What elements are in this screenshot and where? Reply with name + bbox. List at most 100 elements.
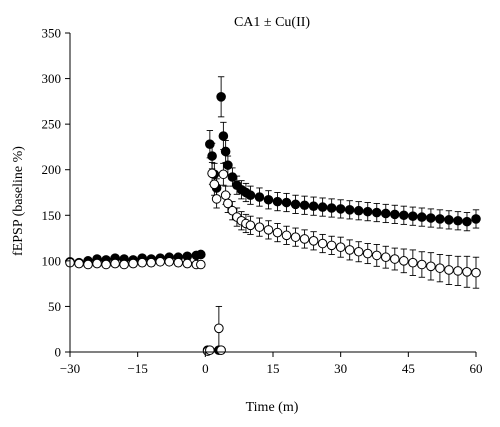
data-point-open — [254, 222, 265, 232]
data-point-filled — [362, 206, 373, 217]
data-point-open — [426, 261, 436, 272]
x-tick-label: 45 — [402, 361, 415, 376]
data-point-open — [408, 257, 418, 268]
data-point-open — [317, 238, 328, 249]
data-point-open — [216, 345, 226, 355]
data-point-open — [92, 258, 102, 269]
axes: 0 50 100 150 200 250 300 350 −30 −15 0 15 30 45 60 — [42, 26, 483, 377]
y-tick-label: 100 — [42, 253, 62, 268]
data-point-open — [137, 257, 147, 268]
data-point-open — [399, 256, 409, 266]
data-point-filled — [326, 203, 337, 213]
data-point-open — [263, 225, 274, 235]
data-point-filled — [399, 210, 409, 221]
y-tick-label: 0 — [55, 345, 62, 360]
data-point-filled — [453, 215, 463, 226]
y-tick-label: 300 — [42, 71, 62, 86]
data-point-open — [308, 236, 319, 246]
data-point-filled — [390, 209, 400, 220]
data-point-filled — [218, 131, 229, 141]
data-point-open — [281, 230, 292, 241]
data-point-filled — [205, 139, 215, 149]
x-tick-label: 0 — [202, 361, 209, 376]
data-point-filled — [471, 214, 481, 224]
y-tick-label: 50 — [48, 299, 61, 314]
plot-area — [65, 76, 481, 356]
data-point-filled — [227, 172, 238, 182]
data-point-open — [196, 259, 206, 270]
data-point-filled — [371, 207, 382, 218]
x-tick-label: 30 — [334, 361, 347, 376]
data-point-open — [119, 259, 129, 270]
data-point-open — [380, 252, 391, 263]
y-tick-label: 350 — [42, 26, 62, 41]
data-point-open — [101, 259, 111, 270]
data-point-filled — [308, 201, 319, 211]
data-point-filled — [299, 200, 310, 211]
data-point-filled — [380, 208, 391, 219]
data-point-filled — [245, 190, 256, 201]
x-axis-title: Time (m) — [246, 400, 299, 415]
data-point-open — [371, 250, 382, 261]
data-point-filled — [353, 205, 364, 216]
data-point-filled — [290, 199, 301, 210]
data-point-filled — [272, 196, 283, 207]
y-tick-label: 150 — [42, 208, 62, 223]
y-axis-title: fEPSP (baseline %) — [11, 146, 26, 256]
data-point-open — [390, 254, 400, 264]
data-point-filled — [207, 151, 217, 161]
data-point-filled — [426, 213, 436, 223]
data-point-filled — [317, 202, 328, 212]
data-point-filled — [196, 249, 206, 260]
data-point-filled — [223, 160, 233, 170]
x-tick-label: 15 — [267, 361, 280, 376]
data-point-filled — [408, 211, 418, 221]
x-tick-label: 60 — [470, 361, 483, 376]
data-point-filled — [444, 215, 454, 225]
data-point-open — [462, 266, 472, 277]
series-open-circle — [65, 161, 481, 356]
data-point-filled — [281, 197, 292, 208]
data-point-open — [362, 248, 373, 259]
data-point-filled — [462, 216, 472, 227]
data-point-open — [335, 242, 346, 252]
data-point-open — [211, 194, 222, 204]
data-point-open — [173, 257, 184, 268]
data-point-open — [326, 240, 337, 251]
y-tick-label: 250 — [42, 117, 62, 132]
data-point-open — [110, 258, 120, 269]
data-point-filled — [344, 205, 355, 215]
chart-title: CA1 ± Cu(II) — [234, 15, 310, 30]
series-filled-circle — [65, 76, 481, 355]
data-point-open — [214, 323, 224, 334]
data-point-open — [223, 198, 233, 209]
data-point-open — [290, 232, 301, 242]
data-point-open — [435, 263, 445, 273]
data-point-open — [74, 258, 84, 269]
data-point-open — [344, 245, 355, 255]
data-point-filled — [254, 192, 265, 202]
data-point-filled — [216, 92, 226, 102]
data-point-filled — [220, 146, 231, 157]
data-point-open — [207, 168, 217, 179]
x-tick-label: −30 — [60, 361, 80, 376]
data-point-open — [155, 256, 166, 267]
data-point-open — [164, 256, 175, 267]
data-point-open — [218, 169, 229, 180]
data-point-open — [417, 259, 427, 270]
y-tick-label: 200 — [42, 162, 62, 177]
data-point-open — [245, 220, 256, 231]
data-point-open — [444, 265, 454, 275]
data-point-open — [220, 190, 231, 201]
data-point-open — [227, 205, 238, 216]
data-point-open — [146, 257, 156, 268]
data-point-filled — [263, 194, 274, 205]
data-point-filled — [335, 204, 346, 214]
data-point-open — [299, 234, 310, 244]
data-point-open — [182, 258, 193, 269]
data-point-open — [83, 259, 93, 270]
data-point-open — [353, 246, 364, 257]
data-point-open — [205, 345, 215, 355]
data-point-filled — [435, 214, 445, 224]
